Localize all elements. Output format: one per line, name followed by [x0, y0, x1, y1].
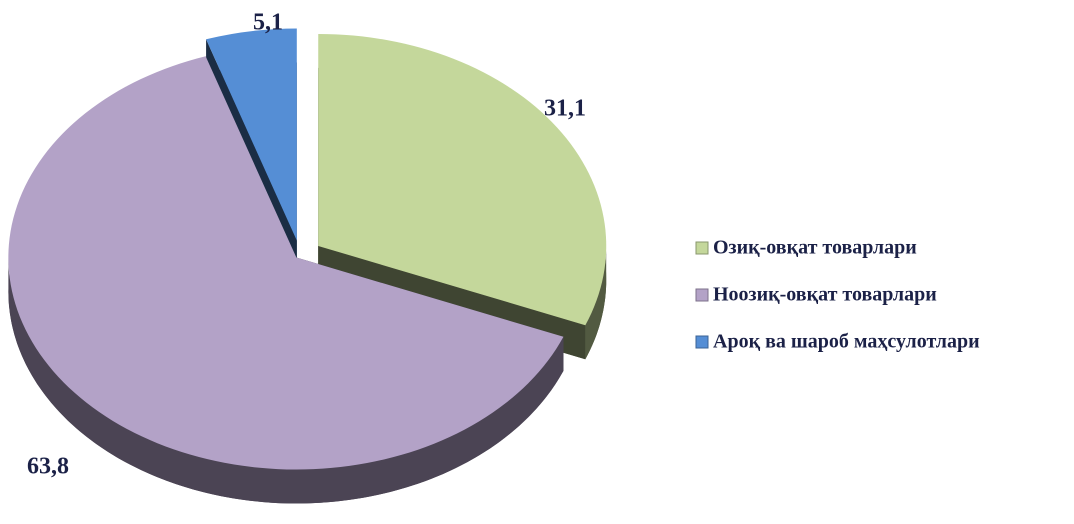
legend-label: Озиқ-овқат товарлари: [713, 237, 917, 259]
legend-swatch: [695, 335, 709, 349]
legend-swatch: [695, 288, 709, 302]
data-labels: 31,1 63,8 5,1: [27, 10, 586, 480]
legend-swatch: [695, 241, 709, 255]
pie-slice: [8, 56, 564, 470]
legend-label: Ароқ ва шароб маҳсулотлари: [713, 331, 980, 353]
pie-slice: [318, 33, 607, 326]
pie-tops: [8, 28, 607, 470]
data-label: 5,1: [253, 10, 283, 36]
data-label: 63,8: [27, 454, 69, 480]
legend: Озиқ-овқат товарлари Ноозиқ-овқат товарла…: [695, 237, 980, 353]
pie-outer-wall: [585, 245, 607, 360]
pie-slice: [206, 28, 297, 241]
legend-label: Ноозиқ-овқат товарлари: [713, 284, 937, 306]
data-label: 31,1: [544, 96, 586, 122]
pie-outer-wall: [8, 257, 564, 504]
